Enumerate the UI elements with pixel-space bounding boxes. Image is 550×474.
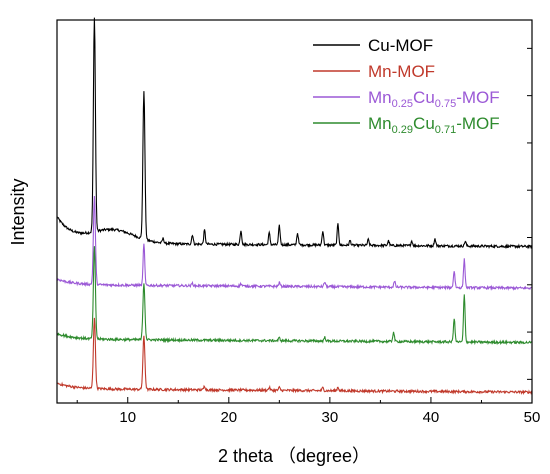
legend-label: Mn0.29Cu0.71-MOF: [368, 114, 500, 136]
legend-label: Mn0.25Cu0.75-MOF: [368, 88, 500, 110]
ticks-layer: 10 20 30 40 50: [76, 47, 541, 426]
series-line-1: [56, 17, 533, 250]
plot-frame: [56, 19, 533, 404]
legend: Cu-MOF Mn-MOF Mn0.25Cu0.75-MOF Mn0.29Cu0.71…: [313, 36, 500, 136]
x-tick-label: 20: [220, 409, 237, 426]
series-line-2: [56, 317, 533, 396]
x-tick-label: 40: [423, 409, 440, 426]
x-axis-label: 2 theta （degree）: [218, 446, 370, 466]
x-tick-label: 10: [119, 409, 136, 426]
legend-label: Mn-MOF: [368, 62, 435, 81]
x-tick-label: 30: [322, 409, 339, 426]
series-layer: [56, 17, 533, 396]
legend-label: Cu-MOF: [368, 36, 433, 55]
series-line-4: [56, 246, 533, 346]
series-line-3: [56, 196, 533, 291]
x-tick-label: 50: [524, 409, 541, 426]
y-axis-label: Intensity: [8, 178, 28, 245]
